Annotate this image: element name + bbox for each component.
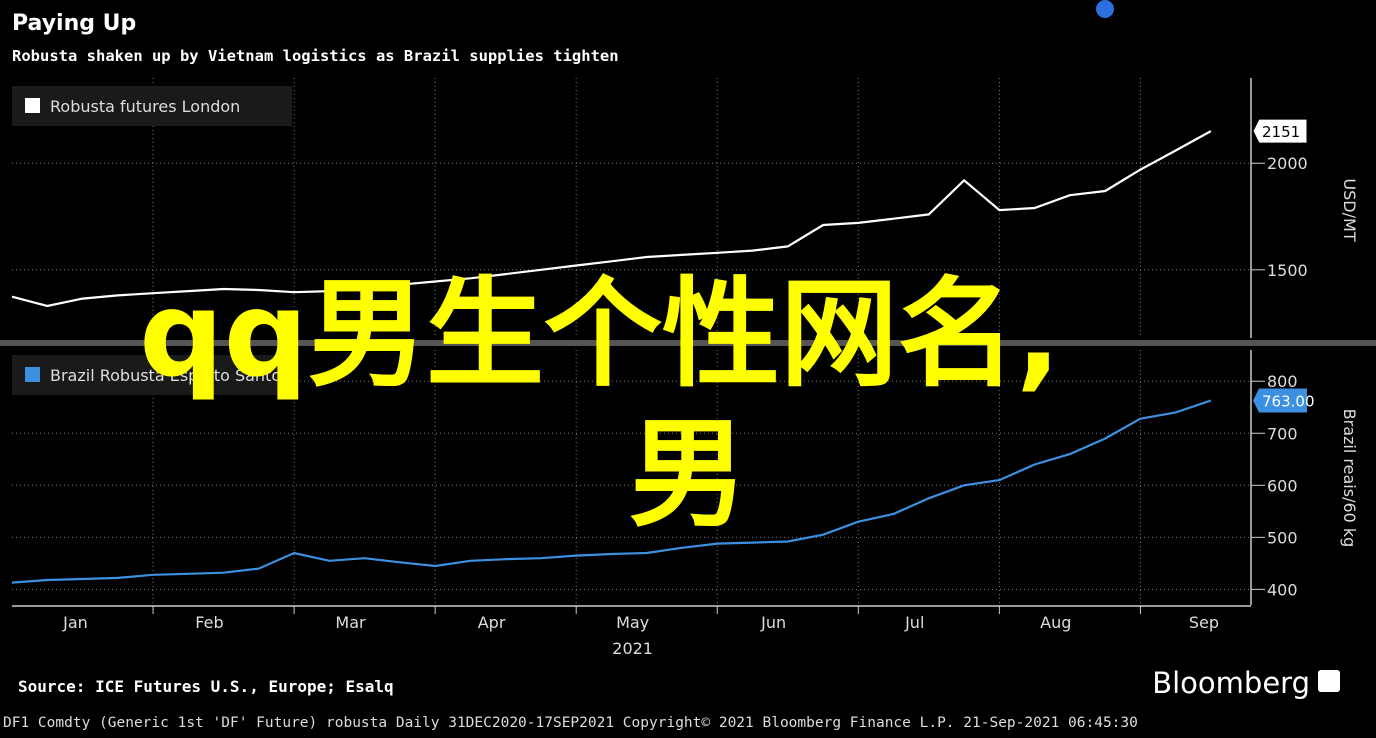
x-tick-label: Aug xyxy=(1040,613,1071,632)
y-axis-title: Brazil reais/60 kg xyxy=(1340,409,1359,548)
y-tick-label: 1500 xyxy=(1267,261,1308,280)
x-tick-label: Jul xyxy=(904,613,924,632)
legend-swatch xyxy=(25,367,40,382)
x-tick-label: Jun xyxy=(760,613,786,632)
y-axis-title: USD/MT xyxy=(1340,178,1359,241)
overlay-text: qq男生个性网名, xyxy=(139,265,1061,403)
chart-title: Paying Up xyxy=(12,11,136,36)
overlay-text: 男 xyxy=(629,405,747,543)
panel-separator xyxy=(0,340,1376,346)
last-value-box xyxy=(1253,388,1307,413)
last-value-label: 763.00 xyxy=(1262,392,1315,410)
y-tick-label: 500 xyxy=(1267,528,1298,547)
y-tick-label: 600 xyxy=(1267,476,1298,495)
legend-label: Brazil Robusta Espirito Santo xyxy=(50,366,281,385)
brand-icon xyxy=(1318,670,1340,692)
x-tick-label: Sep xyxy=(1189,613,1219,632)
chart-subtitle: Robusta shaken up by Vietnam logistics a… xyxy=(12,47,619,65)
y-tick-label: 2000 xyxy=(1267,154,1308,173)
x-tick-label: Jan xyxy=(62,613,88,632)
legend-swatch xyxy=(25,98,40,113)
series-line xyxy=(11,130,1212,308)
y-tick-label: 400 xyxy=(1267,580,1298,599)
brand: Bloomberg xyxy=(1152,666,1310,700)
legend-box xyxy=(12,355,292,395)
last-value-label: 2151 xyxy=(1262,123,1300,141)
last-value-box xyxy=(1252,118,1308,144)
y-tick-label: 800 xyxy=(1267,372,1298,391)
legend-label: Robusta futures London xyxy=(50,97,240,116)
x-tick-label: May xyxy=(616,613,649,632)
x-tick-label: Feb xyxy=(195,613,223,632)
y-tick-label: 700 xyxy=(1267,424,1298,443)
x-tick-label: Mar xyxy=(335,613,366,632)
x-sublabel: 2021 xyxy=(612,639,653,658)
source: Source: ICE Futures U.S., Europe; Esalq xyxy=(18,677,394,696)
legend-box xyxy=(12,86,292,126)
series-line xyxy=(11,399,1212,584)
x-tick-label: Apr xyxy=(478,613,506,632)
footer: DF1 Comdty (Generic 1st 'DF' Future) rob… xyxy=(3,715,1138,731)
decor-dot xyxy=(1096,0,1114,18)
